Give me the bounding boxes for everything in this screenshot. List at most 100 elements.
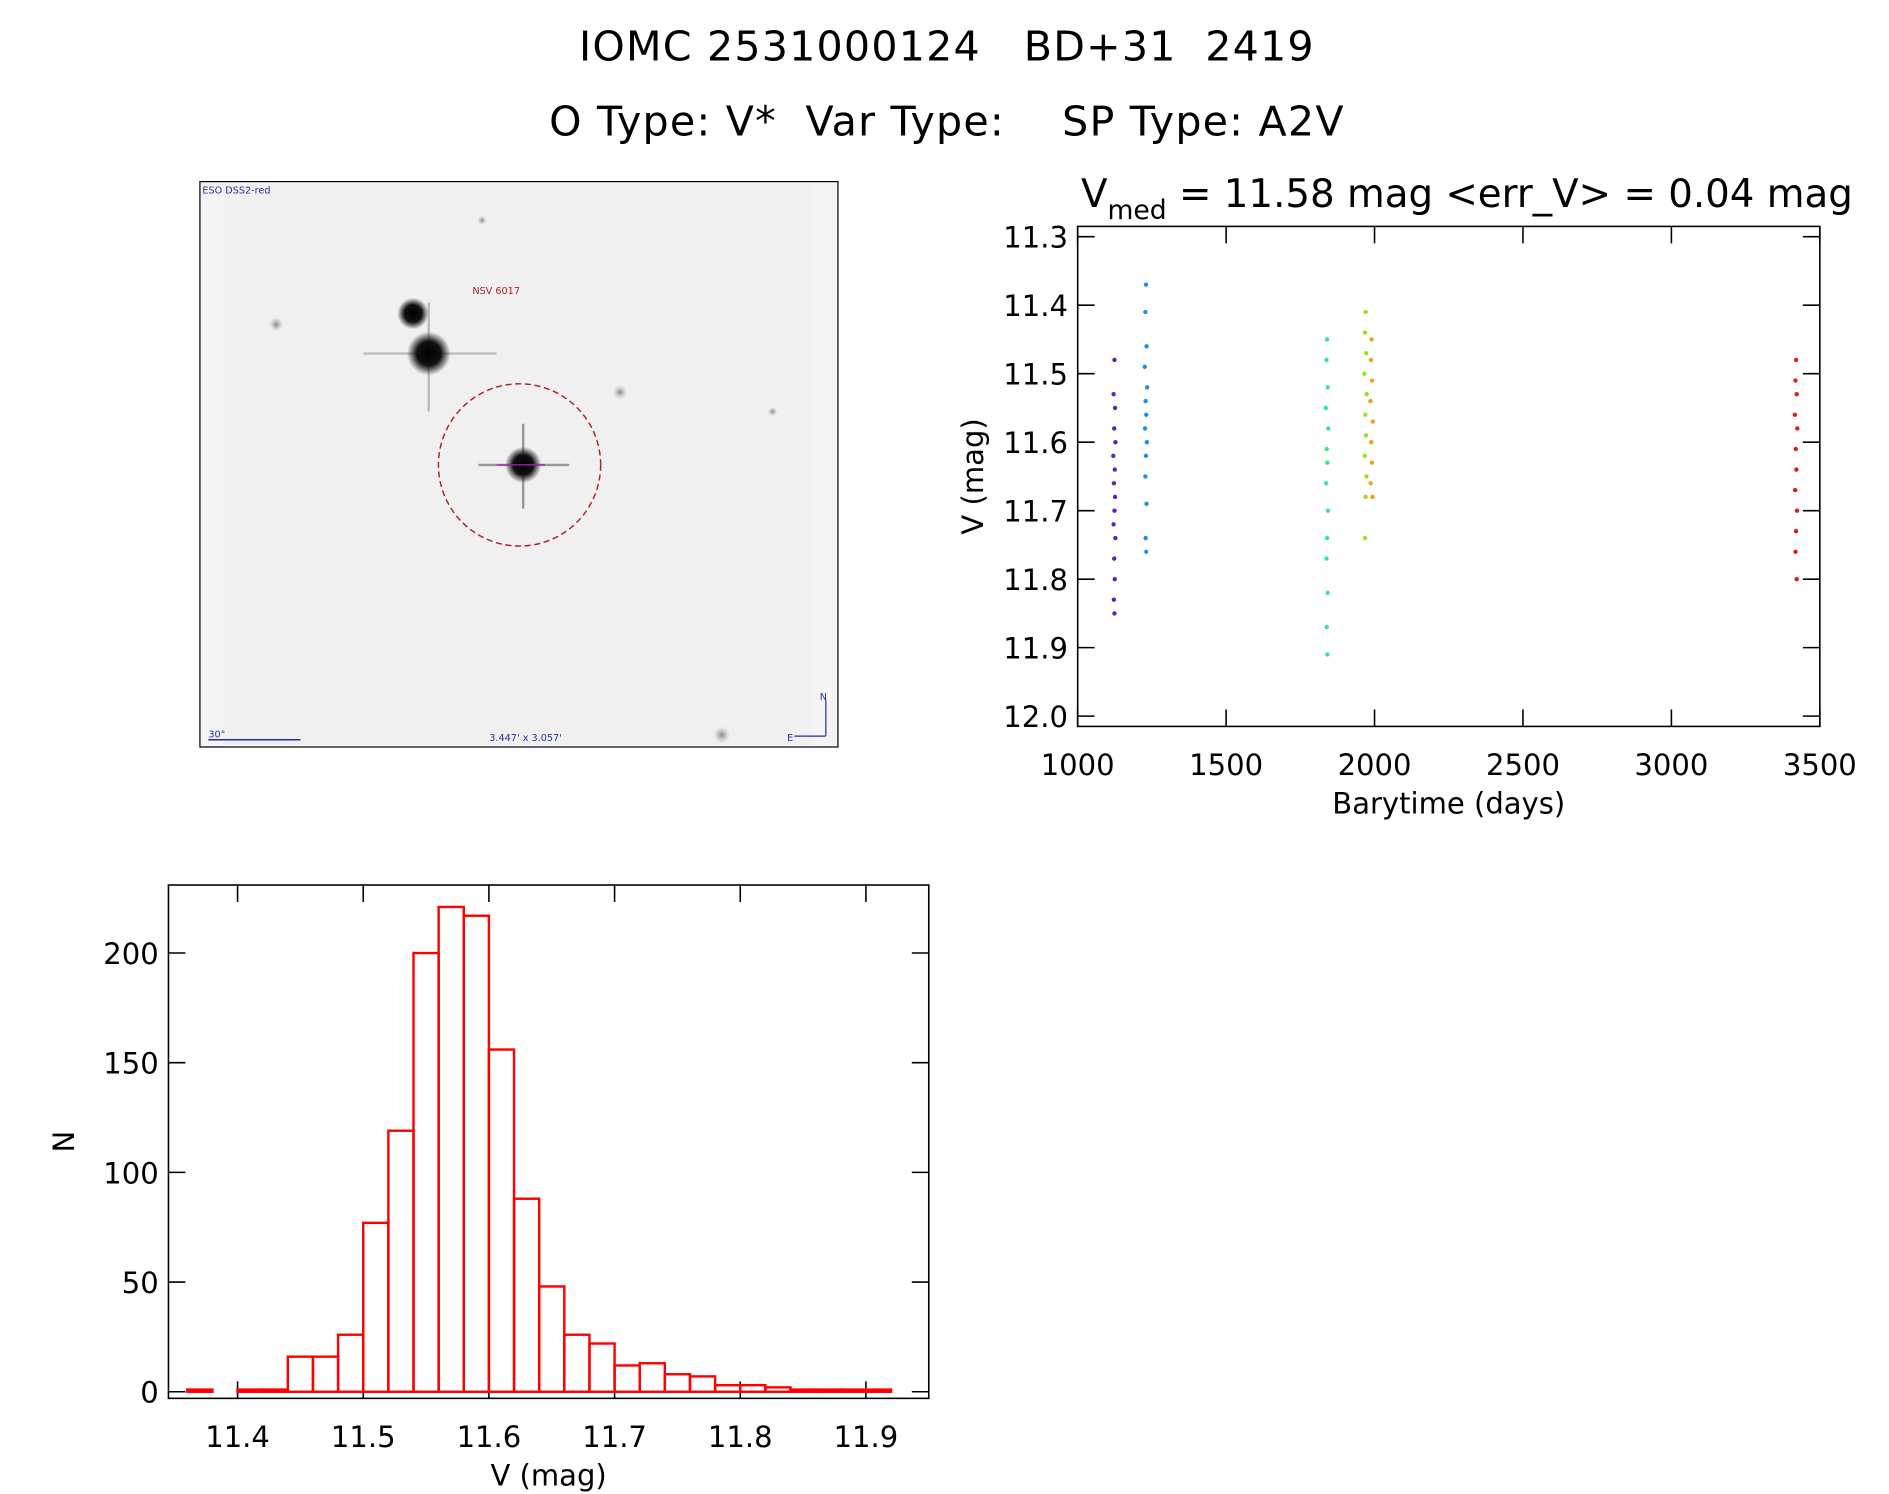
data-point xyxy=(1370,494,1375,500)
histogram-bar xyxy=(286,1355,315,1393)
y-tick-label: 50 xyxy=(122,1266,159,1300)
data-point xyxy=(1142,364,1147,369)
data-point xyxy=(1369,460,1375,465)
data-point xyxy=(1363,433,1369,438)
histogram-bar xyxy=(814,1388,843,1393)
data-point xyxy=(1111,481,1117,486)
x-tick-label: 11.7 xyxy=(582,1420,647,1454)
data-point xyxy=(1794,508,1800,513)
data-point xyxy=(1363,494,1368,500)
x-tick-label: 11.5 xyxy=(331,1420,396,1454)
data-point xyxy=(1324,535,1330,541)
data-point xyxy=(1111,522,1116,527)
histogram-bar xyxy=(613,1364,641,1393)
data-point xyxy=(1144,412,1149,417)
data-point xyxy=(1112,405,1118,411)
x-tick-label: 11.6 xyxy=(457,1420,522,1454)
header-subtitle: O Type: V* Var Type: SP Type: A2V xyxy=(549,98,1345,146)
image-label: 3.447' x 3.057' xyxy=(489,733,562,744)
data-point xyxy=(1113,439,1118,445)
data-point xyxy=(1794,576,1799,582)
data-point xyxy=(1111,453,1116,459)
histogram-bar xyxy=(512,1197,541,1393)
data-point xyxy=(1112,494,1118,500)
histogram-bar xyxy=(186,1388,214,1393)
data-point xyxy=(1795,426,1800,431)
image-label: N xyxy=(820,692,827,703)
data-point xyxy=(1323,405,1329,411)
chart-title-part: med xyxy=(1107,195,1166,226)
x-tick-label: 1500 xyxy=(1189,748,1263,782)
data-point xyxy=(1143,535,1148,541)
data-point xyxy=(1143,453,1149,459)
data-point xyxy=(1364,392,1370,397)
image-label: E xyxy=(787,733,793,744)
histogram-bar xyxy=(261,1388,290,1393)
histogram-bar xyxy=(789,1388,817,1393)
data-point xyxy=(1111,392,1116,397)
data-point xyxy=(1369,337,1374,342)
image-label: 30" xyxy=(208,729,225,740)
sky-image: ESO DSS2-red NSV 6017 30" 3.447' x 3.057… xyxy=(199,180,839,748)
histogram-bar xyxy=(713,1383,742,1393)
histogram-bar xyxy=(462,914,491,1393)
y-tick-label: 12.0 xyxy=(1003,700,1068,734)
plot-frame xyxy=(167,884,930,1400)
y-tick-label: 0 xyxy=(140,1376,158,1410)
data-point xyxy=(1324,357,1329,363)
header-title: IOMC 2531000124 BD+31 2419 xyxy=(579,23,1315,71)
data-point xyxy=(1363,309,1368,315)
histogram-bar xyxy=(412,951,440,1393)
data-point xyxy=(1364,474,1369,479)
y-tick-label: 11.4 xyxy=(1003,289,1068,323)
data-point xyxy=(1112,556,1117,561)
data-point xyxy=(1142,426,1148,431)
data-point xyxy=(1325,652,1330,657)
data-point xyxy=(1362,371,1367,376)
histogram-bar xyxy=(387,1129,415,1393)
histogram-bar xyxy=(663,1373,692,1393)
histogram-bar xyxy=(739,1383,767,1393)
histogram-bar xyxy=(311,1355,340,1393)
data-point xyxy=(1144,439,1150,445)
y-tick-label: 11.8 xyxy=(1003,563,1068,597)
data-point xyxy=(1794,392,1799,397)
x-tick-label: 3500 xyxy=(1783,748,1857,782)
data-point xyxy=(1370,419,1375,424)
histogram-bar xyxy=(236,1388,264,1393)
histogram-bar xyxy=(688,1375,717,1393)
data-point xyxy=(1144,344,1149,349)
chart-title: Vmed = 11.58 mag <err_V> = 0.04 mag xyxy=(1081,172,1853,226)
x-tick-label: 11.9 xyxy=(834,1420,899,1454)
data-point xyxy=(1143,309,1148,315)
data-point xyxy=(1112,357,1117,363)
x-tick-label: 2000 xyxy=(1338,748,1412,782)
data-point xyxy=(1324,446,1329,452)
data-point xyxy=(1325,460,1330,465)
plot-frame xyxy=(1076,225,1821,728)
data-point xyxy=(1793,549,1798,554)
x-axis-label: V (mag) xyxy=(490,1459,606,1493)
x-tick-label: 2500 xyxy=(1486,748,1560,782)
data-point xyxy=(1324,556,1329,561)
data-point xyxy=(1793,487,1798,493)
y-tick-label: 150 xyxy=(103,1047,158,1081)
chart-title-part: V xyxy=(1081,172,1108,217)
y-tick-label: 11.6 xyxy=(1003,426,1068,460)
data-point xyxy=(1362,330,1368,335)
data-point xyxy=(1324,624,1329,630)
data-point xyxy=(1369,439,1374,445)
data-point xyxy=(1368,481,1373,486)
data-point xyxy=(1323,481,1329,486)
data-point xyxy=(1144,385,1150,390)
y-tick-label: 11.5 xyxy=(1003,358,1068,392)
data-point xyxy=(1112,576,1117,582)
data-point xyxy=(1362,535,1368,541)
data-point xyxy=(1369,378,1375,383)
data-point xyxy=(1362,453,1367,459)
data-point xyxy=(1112,467,1117,472)
data-point xyxy=(1792,412,1798,417)
x-tick-label: 3000 xyxy=(1634,748,1708,782)
data-point xyxy=(1112,508,1117,513)
x-tick-label: 1000 xyxy=(1041,748,1115,782)
